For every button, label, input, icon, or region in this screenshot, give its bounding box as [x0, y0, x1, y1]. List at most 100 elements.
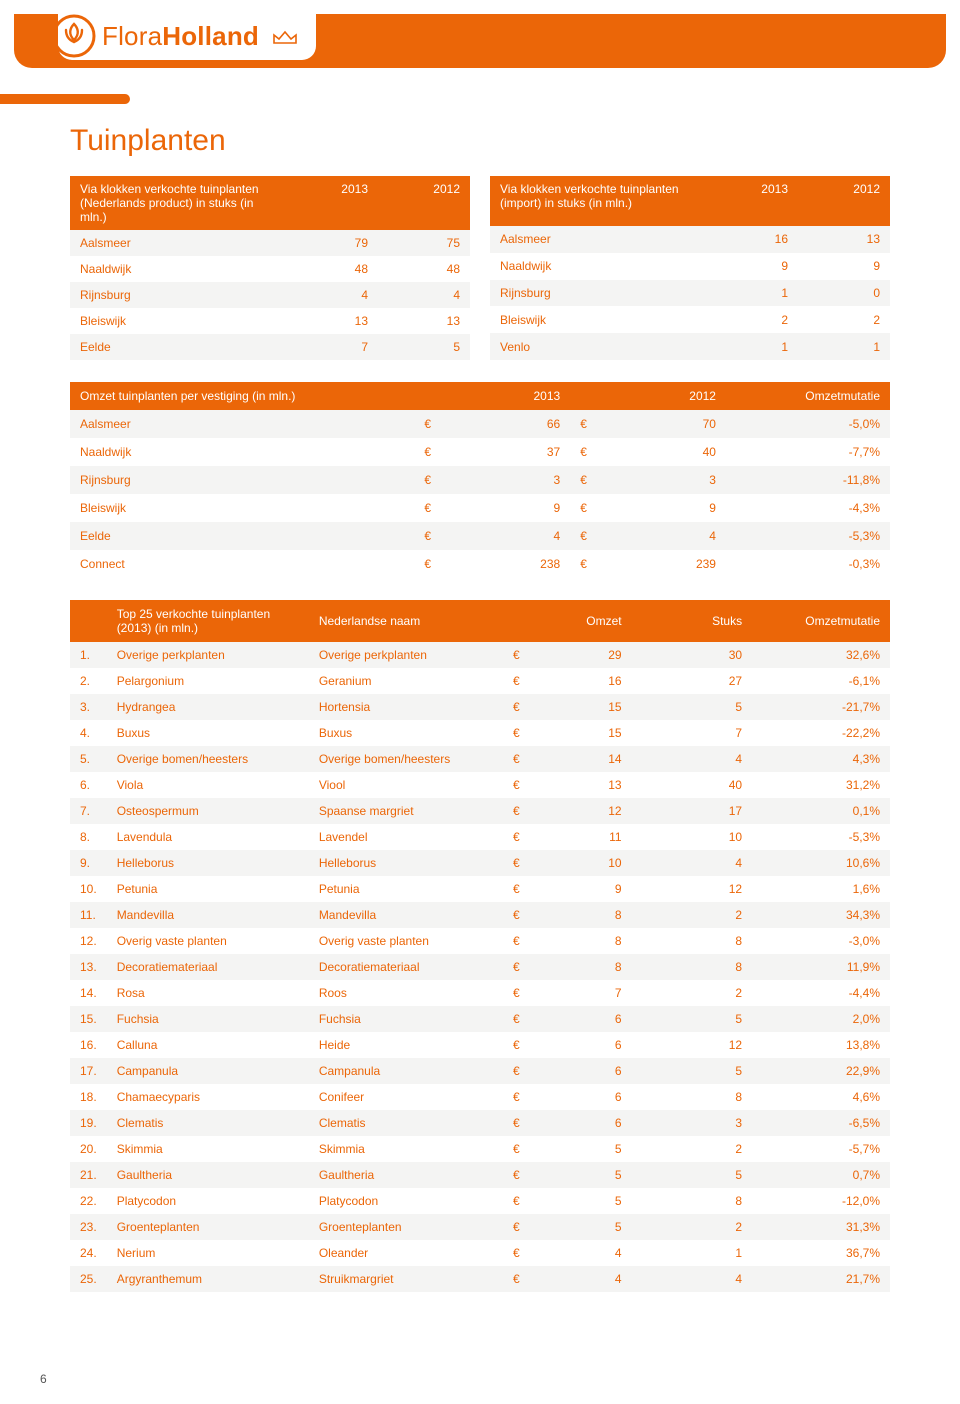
table-row: 11.MandevillaMandevilla€8234,3% [70, 902, 890, 928]
cell-stuks: 2 [632, 980, 753, 1006]
cell-rank: 3. [70, 694, 107, 720]
table-row: 16.CallunaHeide€61213,8% [70, 1032, 890, 1058]
table-row: Naaldwijk€37€40-7,7% [70, 438, 890, 466]
cell-mut: -4,3% [726, 494, 890, 522]
cell-label: Eelde [70, 334, 286, 360]
cell-stuks: 17 [632, 798, 753, 824]
cell-mut: -6,1% [752, 668, 890, 694]
cell-nl: Hortensia [309, 694, 503, 720]
cell-2013: 7 [286, 334, 378, 360]
cell-name: Mandevilla [107, 902, 309, 928]
top25-header-label: Top 25 verkochte tuinplanten (2013) (in … [107, 600, 309, 642]
cell-name: Clematis [107, 1110, 309, 1136]
cell-name: Platycodon [107, 1188, 309, 1214]
table-row: Naaldwijk4848 [70, 256, 470, 282]
cell-rank: 16. [70, 1032, 107, 1058]
top25-col-mut: Omzetmutatie [752, 600, 890, 642]
cell-omzet: €6 [503, 1058, 632, 1084]
table-row: 17.CampanulaCampanula€6522,9% [70, 1058, 890, 1084]
cell-omzet: €7 [503, 980, 632, 1006]
cell-2013: €66 [414, 410, 570, 438]
cell-rank: 1. [70, 642, 107, 668]
cell-stuks: 4 [632, 850, 753, 876]
cell-stuks: 8 [632, 928, 753, 954]
cell-mut: 4,6% [752, 1084, 890, 1110]
cell-rank: 18. [70, 1084, 107, 1110]
cell-rank: 6. [70, 772, 107, 798]
cell-2012: 1 [798, 333, 890, 360]
header-bar: FloraHolland [14, 14, 946, 68]
cell-mut: 2,0% [752, 1006, 890, 1032]
cell-mut: -12,0% [752, 1188, 890, 1214]
cell-nl: Viool [309, 772, 503, 798]
cell-name: Pelargonium [107, 668, 309, 694]
table-import: Via klokken verkochte tuinplanten (impor… [490, 176, 890, 360]
omzet-col-2013: 2013 [414, 382, 570, 410]
cell-rank: 24. [70, 1240, 107, 1266]
cell-omzet: €13 [503, 772, 632, 798]
cell-name: Campanula [107, 1058, 309, 1084]
cell-mut: 22,9% [752, 1058, 890, 1084]
cell-stuks: 5 [632, 694, 753, 720]
page-content: Tuinplanten Via klokken verkochte tuinpl… [0, 104, 960, 1354]
table-row: 22.PlatycodonPlatycodon€58-12,0% [70, 1188, 890, 1214]
cell-2013: 16 [706, 226, 798, 253]
cell-2013: €3 [414, 466, 570, 494]
cell-stuks: 27 [632, 668, 753, 694]
table-row: Aalsmeer€66€70-5,0% [70, 410, 890, 438]
cell-omzet: €9 [503, 876, 632, 902]
cell-nl: Spaanse margriet [309, 798, 503, 824]
cell-name: Helleborus [107, 850, 309, 876]
cell-stuks: 7 [632, 720, 753, 746]
cell-2013: 4 [286, 282, 378, 308]
cell-nl: Buxus [309, 720, 503, 746]
cell-omzet: €6 [503, 1084, 632, 1110]
brand-logo: FloraHolland [58, 12, 316, 60]
tableA-col-2013: 2013 [286, 176, 378, 230]
table-row: 3.HydrangeaHortensia€155-21,7% [70, 694, 890, 720]
cell-mut: 13,8% [752, 1032, 890, 1058]
cell-mut: 31,2% [752, 772, 890, 798]
cell-label: Bleiswijk [70, 494, 414, 522]
cell-rank: 23. [70, 1214, 107, 1240]
cell-2013: €4 [414, 522, 570, 550]
cell-2013: €238 [414, 550, 570, 578]
table-row: 6.ViolaViool€134031,2% [70, 772, 890, 798]
cell-nl: Groenteplanten [309, 1214, 503, 1240]
cell-name: Calluna [107, 1032, 309, 1058]
cell-rank: 12. [70, 928, 107, 954]
cell-nl: Helleborus [309, 850, 503, 876]
table-row: Rijnsburg10 [490, 280, 890, 307]
cell-name: Gaultheria [107, 1162, 309, 1188]
cell-stuks: 30 [632, 642, 753, 668]
table-row: 2.PelargoniumGeranium€1627-6,1% [70, 668, 890, 694]
cell-omzet: €5 [503, 1214, 632, 1240]
cell-label: Bleiswijk [490, 306, 706, 333]
table-row: Venlo11 [490, 333, 890, 360]
cell-omzet: €5 [503, 1162, 632, 1188]
cell-label: Aalsmeer [70, 230, 286, 256]
cell-2013: 13 [286, 308, 378, 334]
top25-rank-col [70, 600, 107, 642]
cell-stuks: 10 [632, 824, 753, 850]
cell-2013: 48 [286, 256, 378, 282]
cell-label: Rijnsburg [490, 280, 706, 307]
cell-mut: 21,7% [752, 1266, 890, 1292]
table-row: Rijnsburg44 [70, 282, 470, 308]
cell-2012: €40 [570, 438, 726, 466]
table-row: 24.NeriumOleander€4136,7% [70, 1240, 890, 1266]
cell-mut: 34,3% [752, 902, 890, 928]
cell-omzet: €11 [503, 824, 632, 850]
table-row: 21.GaultheriaGaultheria€550,7% [70, 1162, 890, 1188]
cell-nl: Platycodon [309, 1188, 503, 1214]
cell-mut: -11,8% [726, 466, 890, 494]
crown-icon [272, 29, 298, 47]
tableB-col-2012: 2012 [798, 176, 890, 226]
cell-stuks: 12 [632, 876, 753, 902]
cell-mut: -6,5% [752, 1110, 890, 1136]
table-row: 15.FuchsiaFuchsia€652,0% [70, 1006, 890, 1032]
cell-stuks: 8 [632, 954, 753, 980]
cell-stuks: 5 [632, 1162, 753, 1188]
omzet-col-2012: 2012 [570, 382, 726, 410]
table-row: Bleiswijk22 [490, 306, 890, 333]
